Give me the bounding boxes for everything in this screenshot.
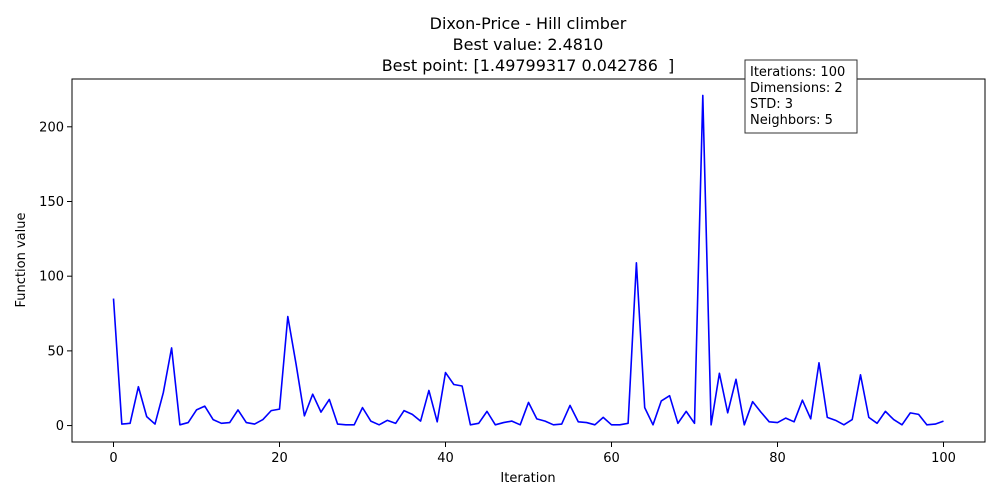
- x-tick-label: 20: [271, 451, 288, 466]
- info-neighbors: Neighbors: 5: [750, 113, 833, 128]
- plot-area: [71, 78, 986, 443]
- x-axis: 0 20 40 60 80 100: [109, 442, 956, 466]
- y-tick-label: 100: [39, 270, 64, 285]
- info-iterations: Iterations: 100: [750, 65, 845, 80]
- x-tick-label: 0: [109, 451, 117, 466]
- title-line-1: Dixon-Price - Hill climber: [430, 14, 627, 33]
- y-tick-label: 150: [39, 195, 64, 210]
- y-tick-label: 200: [39, 120, 64, 135]
- y-tick-label: 0: [56, 419, 64, 434]
- title-line-3: Best point: [1.49799317 0.042786 ]: [382, 56, 675, 75]
- y-tick-label: 50: [47, 344, 64, 359]
- chart-title: Dixon-Price - Hill climber Best value: 2…: [382, 14, 675, 75]
- info-std: STD: 3: [750, 97, 793, 112]
- y-axis: 0 50 100 150 200: [39, 120, 72, 434]
- info-box-frame: [744, 59, 858, 134]
- title-line-2: Best value: 2.4810: [453, 35, 604, 54]
- info-box: Iterations: 100 Dimensions: 2 STD: 3 Nei…: [744, 59, 858, 134]
- series-line: [112, 94, 944, 426]
- x-axis-label: Iteration: [500, 471, 555, 486]
- x-tick-label: 80: [769, 451, 786, 466]
- x-tick-label: 60: [603, 451, 620, 466]
- x-tick-label: 100: [931, 451, 956, 466]
- y-axis-label: Function value: [14, 213, 29, 308]
- x-tick-label: 40: [437, 451, 454, 466]
- info-dimensions: Dimensions: 2: [750, 81, 843, 96]
